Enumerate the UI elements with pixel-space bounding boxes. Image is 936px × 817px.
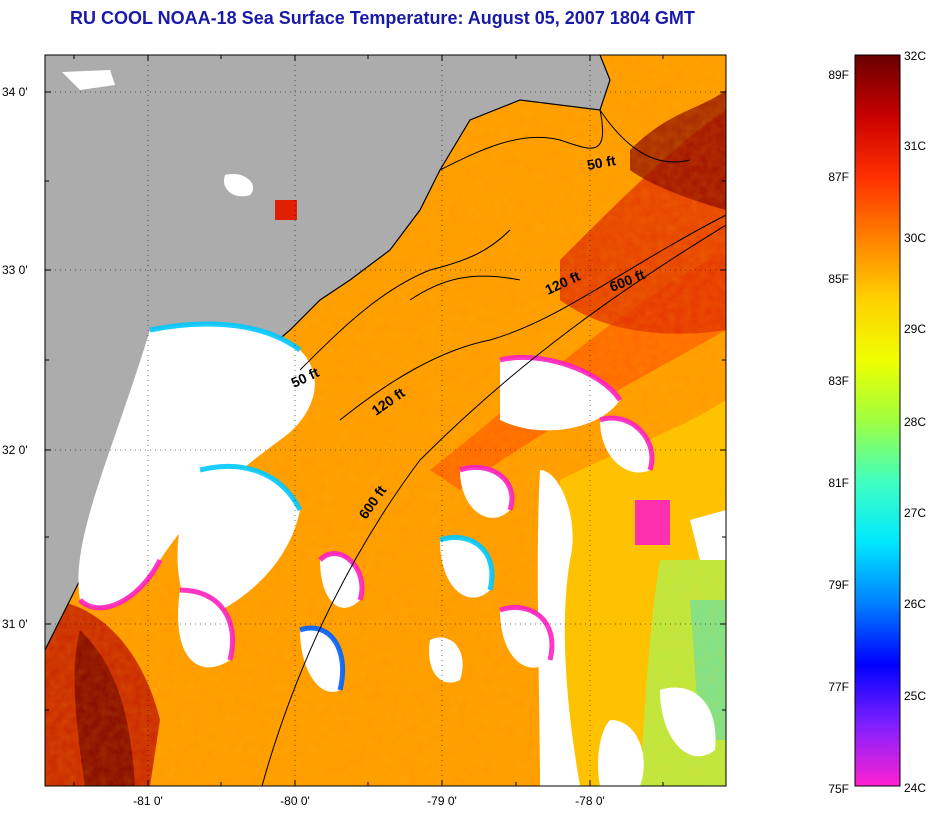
lon-label-78: -78 0'	[575, 794, 605, 808]
cb-c-27: 27C	[904, 506, 926, 520]
cold-edges	[78, 321, 655, 691]
cb-c-24: 24C	[904, 781, 926, 795]
lat-label-32: 32 0'	[2, 443, 28, 457]
cb-f-77: 77F	[828, 680, 849, 694]
cb-f-87: 87F	[828, 170, 849, 184]
cb-f-79: 79F	[828, 578, 849, 592]
cb-f-85: 85F	[828, 272, 849, 286]
cb-c-28: 28C	[904, 415, 926, 429]
tick-marks	[45, 55, 726, 786]
colorbar-gradient	[854, 54, 901, 787]
cloud-cover	[62, 70, 726, 786]
colorbar-fahrenheit-labels: 89F 87F 85F 83F 81F 79F 77F 75F	[828, 68, 849, 796]
cb-f-75: 75F	[828, 782, 849, 796]
cb-f-89: 89F	[828, 68, 849, 82]
cb-c-32: 32C	[904, 49, 926, 63]
bathymetry-contours	[261, 109, 726, 786]
contour-50ft-line	[299, 109, 691, 371]
island-hot-patch	[275, 200, 297, 220]
colorbar-celsius-labels: 32C 31C 30C 29C 28C 27C 26C 25C 24C	[904, 49, 926, 795]
map-frame	[44, 54, 727, 787]
magenta-patch	[635, 500, 670, 545]
lon-label-79: -79 0'	[427, 794, 457, 808]
cb-c-26: 26C	[904, 597, 926, 611]
latitude-labels: 34 0' 33 0' 32 0' 31 0'	[2, 85, 28, 631]
cb-c-29: 29C	[904, 322, 926, 336]
chart-title: RU COOL NOAA-18 Sea Surface Temperature:…	[70, 8, 695, 28]
contour-label-50ft-north: 50 ft	[586, 152, 617, 173]
cb-c-25: 25C	[904, 689, 926, 703]
contour-600ft-line	[261, 224, 726, 786]
lat-label-31: 31 0'	[2, 617, 28, 631]
colorbar: 89F 87F 85F 83F 81F 79F 77F 75F 32C 31C …	[828, 49, 926, 796]
lat-label-34: 34 0'	[2, 85, 28, 99]
lon-label-80: -80 0'	[280, 794, 310, 808]
longitude-labels: -81 0' -80 0' -79 0' -78 0'	[133, 794, 605, 808]
cb-c-30: 30C	[904, 231, 926, 245]
land	[45, 55, 610, 650]
contour-120ft-line	[339, 214, 726, 421]
cb-c-31: 31C	[904, 139, 926, 153]
cb-f-81: 81F	[828, 476, 849, 490]
graticule	[45, 55, 726, 786]
lat-label-33: 33 0'	[2, 263, 28, 277]
map-image: 50 ft 120 ft 600 ft 50 ft 120 ft 600 ft	[45, 55, 726, 786]
cb-f-83: 83F	[828, 374, 849, 388]
lon-label-81: -81 0'	[133, 794, 163, 808]
